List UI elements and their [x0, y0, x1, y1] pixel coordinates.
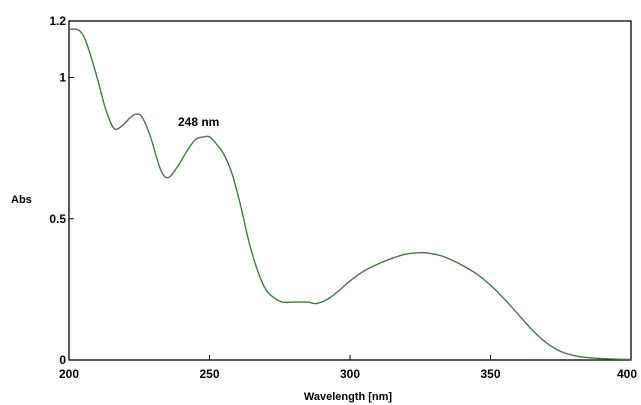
- x-tick-label: 300: [340, 367, 360, 381]
- y-tick-labels: 0 0.5 1 1.2: [49, 14, 66, 367]
- y-tick-label: 0: [59, 353, 66, 367]
- peak-annotation: 248 nm: [178, 115, 219, 129]
- x-axis-title: Wavelength [nm]: [304, 391, 393, 403]
- tick-marks: [68, 20, 632, 361]
- x-tick-labels: 200 250 300 350 400: [59, 367, 637, 381]
- x-tick-label: 250: [199, 367, 219, 381]
- y-axis-title: Abs: [11, 194, 32, 206]
- y-tick-label: 0.5: [49, 212, 66, 226]
- plot-frame: [68, 20, 632, 361]
- series-line: [68, 28, 632, 361]
- y-tick-label: 1.2: [49, 14, 66, 28]
- y-tick-label: 1: [59, 71, 66, 85]
- x-tick-label: 400: [617, 367, 637, 381]
- x-tick-label: 350: [480, 367, 500, 381]
- x-tick-label: 200: [59, 367, 79, 381]
